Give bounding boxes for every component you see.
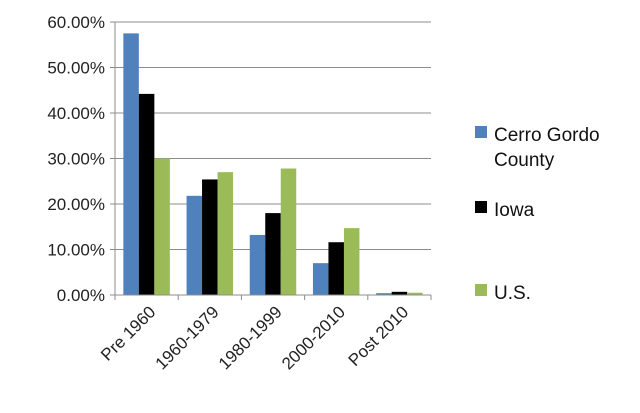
legend-swatch <box>475 201 487 213</box>
axes <box>110 21 432 300</box>
bar <box>343 228 360 295</box>
bar <box>123 33 139 295</box>
bar <box>202 179 218 295</box>
x-tick-label: 1960-1979 <box>152 302 223 373</box>
legend-swatch <box>475 284 487 296</box>
y-tick-label: 60.00% <box>47 13 105 32</box>
bar <box>312 263 329 295</box>
y-tick-labels: 0.00% 10.00% 20.00% 30.00% 40.00% 50.00% 60.00… <box>47 13 105 305</box>
bar <box>138 93 155 295</box>
y-tick-label: 50.00% <box>47 59 105 78</box>
bar <box>154 158 170 295</box>
x-tick-label: Pre 1960 <box>97 302 159 364</box>
bar <box>407 292 423 295</box>
y-tick-label: 30.00% <box>47 150 105 169</box>
bar <box>217 172 234 295</box>
bar <box>328 242 344 295</box>
legend-label: Iowa <box>494 200 535 221</box>
legend-label: U.S. <box>494 283 531 304</box>
bar <box>280 168 297 295</box>
legend-swatch <box>475 126 487 138</box>
legend: Cerro Gordo County Iowa U.S. <box>475 125 600 304</box>
x-tick-label: 2000-2010 <box>278 302 349 373</box>
bar <box>391 291 408 295</box>
bars <box>123 33 423 295</box>
y-tick-label: 20.00% <box>47 195 105 214</box>
y-tick-label: 40.00% <box>47 104 105 123</box>
y-tick-label: 0.00% <box>57 286 105 305</box>
x-tick-labels: Pre 19601960-19791980-19992000-2010Post … <box>97 302 412 373</box>
bar <box>186 195 203 295</box>
x-tick-label: 1980-1999 <box>215 302 286 373</box>
bar <box>265 213 281 295</box>
x-tick-label: Post 2010 <box>345 302 413 370</box>
legend-label: Cerro Gordo County <box>494 125 600 171</box>
y-tick-label: 10.00% <box>47 241 105 260</box>
bar <box>249 234 266 295</box>
bar <box>376 293 392 295</box>
